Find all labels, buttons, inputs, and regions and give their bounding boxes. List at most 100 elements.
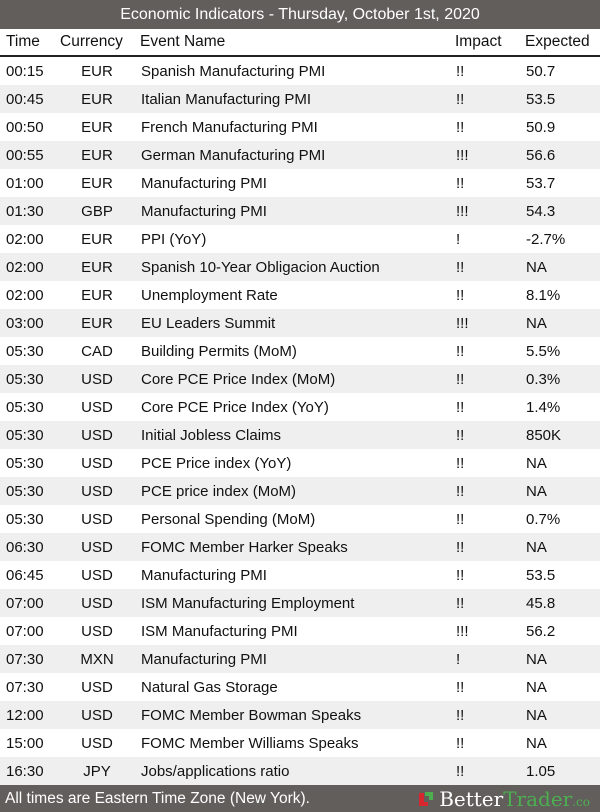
cell-impact: ! — [456, 230, 461, 248]
cell-time: 05:30 — [6, 426, 44, 444]
cell-currency: MXN — [80, 650, 114, 668]
cell-expected: 8.1% — [526, 286, 561, 304]
cell-currency: EUR — [81, 286, 113, 304]
cell-currency: USD — [81, 678, 113, 696]
cell-currency: USD — [81, 398, 113, 416]
cell-expected: 1.05 — [526, 762, 556, 780]
cell-expected: NA — [526, 482, 547, 500]
cell-event-name: ISM Manufacturing PMI — [141, 622, 298, 640]
cell-impact: !! — [456, 398, 465, 416]
cell-currency: USD — [81, 566, 113, 584]
cell-event-name: Natural Gas Storage — [141, 678, 278, 696]
cell-currency: EUR — [81, 174, 113, 192]
table-row: 03:00 EUR EU Leaders Summit!!! NA — [0, 309, 600, 337]
cell-currency: EUR — [81, 230, 113, 248]
cell-impact: !! — [456, 734, 465, 752]
timezone-note: All times are Eastern Time Zone (New Yor… — [5, 789, 310, 807]
cell-event-name: Spanish 10-Year Obligacion Auction — [141, 258, 380, 276]
table-row: 00:55 EUR German Manufacturing PMI!!! 56.6 — [0, 141, 600, 169]
cell-impact: !! — [456, 286, 465, 304]
cell-impact: !! — [456, 174, 465, 192]
cell-event-name: Personal Spending (MoM) — [141, 510, 316, 528]
table-row: 05:30 USD Core PCE Price Index (MoM)!! 0.3% — [0, 365, 600, 393]
cell-event-name: ISM Manufacturing Employment — [141, 594, 355, 612]
cell-event-name: French Manufacturing PMI — [141, 118, 318, 136]
table-row: 05:30 USD PCE price index (MoM)!! NA — [0, 477, 600, 505]
cell-impact: !! — [456, 62, 465, 80]
cell-expected: 53.5 — [526, 90, 556, 108]
cell-event-name: Spanish Manufacturing PMI — [141, 62, 326, 80]
header-currency: Currency — [60, 33, 123, 50]
cell-impact: !!! — [456, 622, 469, 640]
cell-event-name: PCE Price index (YoY) — [141, 454, 292, 472]
cell-currency: EUR — [81, 90, 113, 108]
header-event: Event Name — [140, 33, 226, 50]
cell-event-name: FOMC Member Williams Speaks — [141, 734, 359, 752]
cell-impact: !! — [456, 538, 465, 556]
cell-expected: NA — [526, 734, 547, 752]
cell-time: 00:45 — [6, 90, 44, 108]
title-bar: Economic Indicators - Thursday, October … — [0, 0, 600, 29]
cell-impact: !! — [456, 762, 465, 780]
cell-time: 03:00 — [6, 314, 44, 332]
cell-currency: USD — [81, 510, 113, 528]
cell-impact: !! — [456, 342, 465, 360]
cell-impact: ! — [456, 650, 461, 668]
cell-time: 06:45 — [6, 566, 44, 584]
cell-expected: NA — [526, 538, 547, 556]
cell-impact: !! — [456, 510, 465, 528]
cell-event-name: FOMC Member Bowman Speaks — [141, 706, 362, 724]
table-row: 07:00 USD ISM Manufacturing Employment!! 45… — [0, 589, 600, 617]
cell-currency: USD — [81, 594, 113, 612]
cell-time: 00:50 — [6, 118, 44, 136]
header-time: Time — [6, 33, 40, 50]
cell-currency: EUR — [81, 258, 113, 276]
cell-event-name: PCE price index (MoM) — [141, 482, 297, 500]
cell-event-name: Core PCE Price Index (YoY) — [141, 398, 329, 416]
table-row: 16:30 JPY Jobs/applications ratio!! 1.05 — [0, 757, 600, 785]
cell-time: 00:15 — [6, 62, 44, 80]
cell-event-name: FOMC Member Harker Speaks — [141, 538, 348, 556]
cell-currency: EUR — [81, 146, 113, 164]
cell-expected: 1.4% — [526, 398, 561, 416]
table-row: 01:00 EUR Manufacturing PMI!! 53.7 — [0, 169, 600, 197]
cell-time: 07:30 — [6, 678, 44, 696]
cell-impact: !! — [456, 706, 465, 724]
cell-impact: !! — [456, 90, 465, 108]
cell-impact: !! — [456, 482, 465, 500]
cell-currency: GBP — [81, 202, 113, 220]
cell-impact: !! — [456, 594, 465, 612]
cell-impact: !!! — [456, 314, 469, 332]
cell-currency: EUR — [81, 314, 113, 332]
cell-time: 02:00 — [6, 230, 44, 248]
cell-currency: CAD — [81, 342, 113, 360]
cell-currency: USD — [81, 622, 113, 640]
cell-impact: !! — [456, 678, 465, 696]
cell-currency: USD — [81, 370, 113, 388]
cell-impact: !!! — [456, 146, 469, 164]
cell-expected: NA — [526, 678, 547, 696]
cell-expected: 850K — [526, 426, 562, 444]
logo-co: .co — [572, 794, 590, 809]
logo-better: Better — [439, 786, 504, 811]
table-row: 07:00 USD ISM Manufacturing PMI!!! 56.2 — [0, 617, 600, 645]
table-row: 00:50 EUR French Manufacturing PMI!! 50.9 — [0, 113, 600, 141]
cell-event-name: Manufacturing PMI — [141, 174, 267, 192]
table-row: 01:30 GBP Manufacturing PMI!!! 54.3 — [0, 197, 600, 225]
cell-time: 05:30 — [6, 370, 44, 388]
cell-time: 00:55 — [6, 146, 44, 164]
cell-event-name: Building Permits (MoM) — [141, 342, 297, 360]
table-row: 02:00 EUR Unemployment Rate!! 8.1% — [0, 281, 600, 309]
table-row: 07:30 USD Natural Gas Storage!! NA — [0, 673, 600, 701]
cell-impact: !! — [456, 118, 465, 136]
cell-impact: !!! — [456, 202, 469, 220]
cell-event-name: Manufacturing PMI — [141, 566, 267, 584]
cell-currency: EUR — [81, 118, 113, 136]
table-row: 05:30 USD Core PCE Price Index (YoY)!! 1.4% — [0, 393, 600, 421]
cell-event-name: PPI (YoY) — [141, 230, 207, 248]
cell-currency: USD — [81, 538, 113, 556]
cell-expected: NA — [526, 650, 547, 668]
table-row: 05:30 CAD Building Permits (MoM)!! 5.5% — [0, 337, 600, 365]
header-expected: Expected — [525, 33, 590, 50]
table-row: 05:30 USD PCE Price index (YoY)!! NA — [0, 449, 600, 477]
